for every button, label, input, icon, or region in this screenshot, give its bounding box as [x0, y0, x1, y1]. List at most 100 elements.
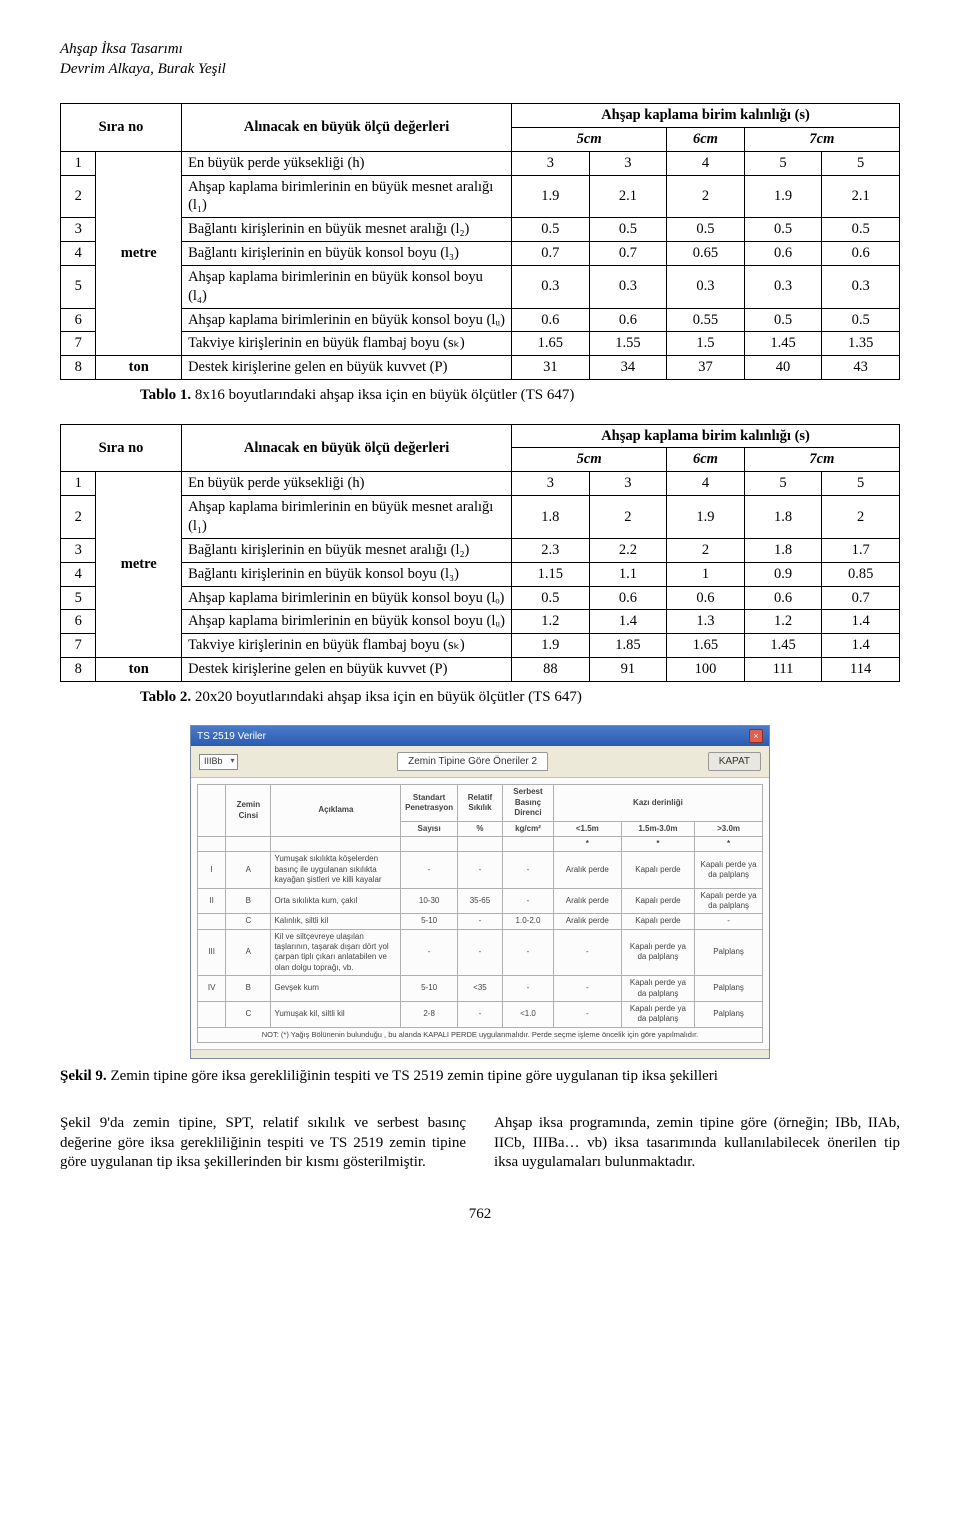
app-tab[interactable]: Zemin Tipine Göre Öneriler 2	[397, 752, 548, 771]
cell-value: 43	[822, 356, 900, 380]
cell-value: 0.5	[667, 218, 745, 242]
app-cell-k2: Kapalı perde ya da palplanş	[621, 929, 694, 976]
ah-k1: <1.5m	[553, 821, 621, 836]
app-cell-b: 1.0-2.0	[503, 914, 554, 929]
cell-value: 2.2	[589, 538, 667, 562]
app-note: NOT: (*) Yağış Bölünenin bulunduğu , bu …	[198, 1027, 763, 1042]
cell-value: 1.4	[589, 610, 667, 634]
cell-value: 0.5	[822, 308, 900, 332]
app-table: Zemin Cinsi Açıklama Standart Penetrasyo…	[197, 784, 763, 1042]
cell-value: 0.3	[589, 265, 667, 308]
cell-value: 0.6	[589, 308, 667, 332]
cell-value: 2.3	[512, 538, 590, 562]
app-cell-a: Yumuşak kil, siltli kil	[271, 1002, 401, 1028]
cell-value: 0.3	[667, 265, 745, 308]
row-num: 6	[61, 610, 96, 634]
ah-p1: *	[553, 836, 621, 851]
cell-value: 2	[667, 538, 745, 562]
app-cell-k1: -	[553, 1002, 621, 1028]
app-titlebar: TS 2519 Veriler ×	[191, 726, 769, 746]
row-desc: En büyük perde yüksekliği (h)	[182, 472, 512, 496]
cell-value: 1.5	[667, 332, 745, 356]
ah-k3: >3.0m	[695, 821, 763, 836]
cell-value: 0.85	[822, 562, 900, 586]
cell-value: 1.4	[822, 634, 900, 658]
caption1-bold: Tablo 1.	[140, 387, 191, 403]
cell-value: 1.65	[667, 634, 745, 658]
t1-h-super: Ahşap kaplama birim kalınlığı (s)	[512, 104, 900, 128]
unit-ton: ton	[96, 356, 182, 380]
ah-zemin: Zemin Cinsi	[226, 785, 271, 837]
row-desc: Bağlantı kirişlerinin en büyük konsol bo…	[182, 562, 512, 586]
app-cell-rel: -	[457, 929, 502, 976]
app-body: Zemin Cinsi Açıklama Standart Penetrasyo…	[191, 778, 769, 1048]
cell-value: 1.45	[744, 634, 822, 658]
app-cell-k3: Palplanş	[695, 1002, 763, 1028]
app-footer	[191, 1049, 769, 1058]
cell-value: 1.7	[822, 538, 900, 562]
app-cell-k3: Kapalı perde ya da palplanş	[695, 888, 763, 914]
row-num: 5	[61, 586, 96, 610]
t1-h-7cm: 7cm	[744, 127, 899, 151]
cell-value: 1.9	[512, 634, 590, 658]
row-num: 4	[61, 562, 96, 586]
t1-h-6cm: 6cm	[667, 127, 745, 151]
cell-value: 3	[512, 472, 590, 496]
app-cell-spt: -	[401, 852, 458, 888]
row-num: 6	[61, 308, 96, 332]
row-desc: Takviye kirişlerinin en büyük flambaj bo…	[182, 332, 512, 356]
row-num: 1	[61, 472, 96, 496]
cell-value: 0.6	[667, 586, 745, 610]
header-line2: Devrim Alkaya, Burak Yeşil	[60, 60, 900, 80]
cell-value: 1.2	[512, 610, 590, 634]
app-cell-g: III	[198, 929, 226, 976]
app-cell-c: C	[226, 914, 271, 929]
row-desc: Ahşap kaplama birimlerinin en büyük mesn…	[182, 175, 512, 218]
cell-value: 3	[589, 472, 667, 496]
row-num: 8	[61, 356, 96, 380]
cell-value: 1.15	[512, 562, 590, 586]
cell-value: 1.3	[667, 610, 745, 634]
cell-value: 5	[744, 472, 822, 496]
app-cell-rel: <35	[457, 976, 502, 1002]
t2-h-7cm: 7cm	[744, 448, 899, 472]
app-cell-k1: -	[553, 929, 621, 976]
ah-e	[198, 836, 226, 851]
page-number: 762	[60, 1205, 900, 1225]
cell-value: 0.5	[744, 218, 822, 242]
cell-value: 1.8	[512, 496, 590, 539]
app-close-button[interactable]: KAPAT	[708, 752, 761, 771]
cell-value: 0.5	[822, 218, 900, 242]
close-icon[interactable]: ×	[749, 729, 763, 743]
cell-value: 1.8	[744, 538, 822, 562]
cell-value: 1.9	[667, 496, 745, 539]
cell-value: 0.6	[512, 308, 590, 332]
app-cell-g: I	[198, 852, 226, 888]
app-cell-rel: -	[457, 852, 502, 888]
app-cell-spt: 2-8	[401, 1002, 458, 1028]
cell-value: 88	[512, 658, 590, 682]
app-cell-k2: Kapalı perde	[621, 888, 694, 914]
row-desc: En büyük perde yüksekliği (h)	[182, 151, 512, 175]
app-window: TS 2519 Veriler × IIIBb Zemin Tipine Gör…	[190, 725, 770, 1058]
row-desc: Ahşap kaplama birimlerinin en büyük mesn…	[182, 496, 512, 539]
app-cell-a: Yumuşak sıkılıkta köşelerden basınç ile …	[271, 852, 401, 888]
unit-ton: ton	[96, 658, 182, 682]
row-desc: Bağlantı kirişlerinin en büyük mesnet ar…	[182, 538, 512, 562]
page-header: Ahşap İksa Tasarımı Devrim Alkaya, Burak…	[60, 40, 900, 79]
row-desc: Bağlantı kirişlerinin en büyük mesnet ar…	[182, 218, 512, 242]
cell-value: 0.55	[667, 308, 745, 332]
cell-value: 1.65	[512, 332, 590, 356]
cell-value: 114	[822, 658, 900, 682]
ah-sub1: Sayısı	[401, 821, 458, 836]
cell-value: 0.7	[822, 586, 900, 610]
caption1-rest: 8x16 boyutlarındaki ahşap iksa için en b…	[191, 387, 574, 403]
caption2-bold: Tablo 2.	[140, 689, 191, 705]
cell-value: 1.8	[744, 496, 822, 539]
app-dropdown[interactable]: IIIBb	[199, 754, 238, 770]
cell-value: 0.3	[744, 265, 822, 308]
cell-value: 2	[667, 175, 745, 218]
cell-value: 34	[589, 356, 667, 380]
t2-h-desc: Alınacak en büyük ölçü değerleri	[182, 424, 512, 472]
app-cell-a: Orta sıkılıkta kum, çakıl	[271, 888, 401, 914]
